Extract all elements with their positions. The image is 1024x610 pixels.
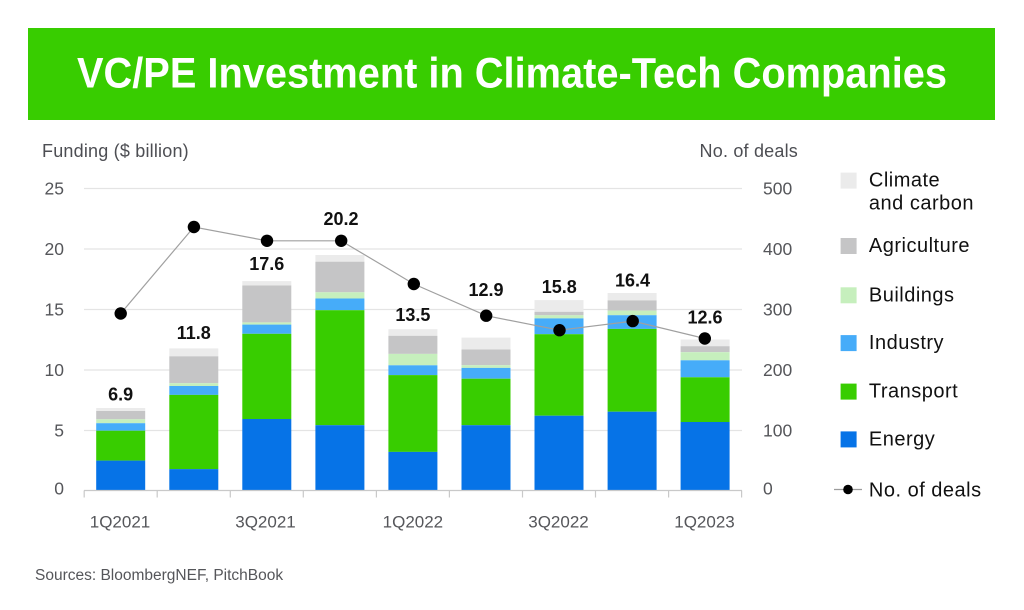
svg-text:300: 300 [763,300,792,320]
svg-text:1Q2022: 1Q2022 [383,513,444,532]
svg-text:Agriculture: Agriculture [869,235,970,257]
svg-text:15: 15 [45,300,64,320]
svg-text:No. of deals: No. of deals [869,480,982,502]
svg-text:VC/PE Investment in Climate-Te: VC/PE Investment in Climate-Tech Compani… [77,50,947,98]
svg-text:15.8: 15.8 [542,277,577,297]
svg-text:12.9: 12.9 [468,280,503,300]
svg-text:25: 25 [45,179,64,199]
svg-text:3Q2022: 3Q2022 [528,513,589,532]
svg-text:16.4: 16.4 [615,270,650,290]
svg-text:20.2: 20.2 [323,209,358,229]
svg-text:0: 0 [54,479,64,499]
svg-text:3Q2021: 3Q2021 [235,513,296,532]
svg-text:Energy: Energy [869,428,935,450]
svg-text:20: 20 [45,239,65,259]
svg-text:0: 0 [763,479,773,499]
svg-text:500: 500 [763,179,792,199]
svg-text:11.8: 11.8 [177,323,211,343]
svg-text:No. of deals: No. of deals [700,141,798,161]
svg-text:12.6: 12.6 [687,307,722,327]
svg-text:400: 400 [763,239,792,259]
svg-text:5: 5 [54,421,64,441]
svg-text:Climate: Climate [869,170,940,192]
svg-text:13.5: 13.5 [395,305,430,325]
svg-text:1Q2021: 1Q2021 [90,513,151,532]
svg-text:Sources: BloombergNEF, PitchBo: Sources: BloombergNEF, PitchBook [35,567,283,584]
svg-text:200: 200 [763,360,792,380]
svg-text:1Q2023: 1Q2023 [674,513,735,532]
svg-text:10: 10 [45,360,65,380]
svg-text:100: 100 [763,421,792,441]
svg-text:Transport: Transport [869,381,958,403]
svg-text:and carbon: and carbon [869,193,974,215]
svg-text:17.6: 17.6 [249,254,284,274]
svg-text:Industry: Industry [869,332,944,354]
svg-text:6.9: 6.9 [108,385,133,405]
svg-text:Funding ($ billion): Funding ($ billion) [42,141,189,161]
svg-text:Buildings: Buildings [869,284,955,306]
